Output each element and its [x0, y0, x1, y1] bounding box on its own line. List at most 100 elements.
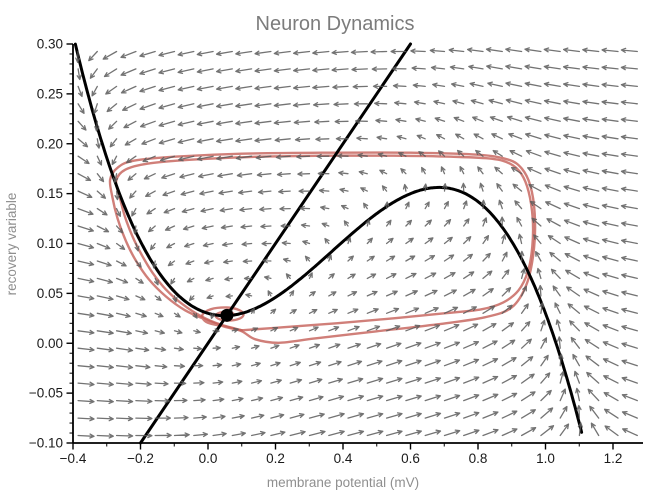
flow-arrow [556, 336, 563, 349]
flow-arrow [274, 137, 291, 143]
flow-arrow [242, 258, 253, 264]
flow-arrow [181, 207, 195, 214]
flow-arrow [559, 423, 570, 437]
flow-arrow [77, 120, 87, 131]
flow-arrow [602, 306, 619, 314]
flow-arrow [505, 64, 523, 70]
flow-arrow [106, 103, 118, 113]
flow-arrow [432, 82, 446, 88]
flow-arrow [520, 285, 527, 297]
flow-arrow [250, 327, 259, 333]
flow-arrow [621, 410, 638, 419]
flow-arrow [328, 360, 342, 367]
flow-arrow [115, 398, 134, 404]
flow-arrow [206, 294, 214, 300]
flow-arrow [164, 225, 176, 231]
flow-arrow [621, 342, 638, 349]
flow-arrow [621, 290, 638, 297]
flow-arrow [77, 207, 94, 216]
flow-arrow [184, 242, 195, 248]
flow-arrow [394, 100, 407, 106]
flow-arrow [385, 359, 403, 367]
flow-arrow [418, 151, 426, 157]
flow-arrow [201, 225, 214, 231]
flow-arrow [196, 155, 214, 162]
flow-arrow [302, 240, 311, 246]
flow-arrow [202, 242, 214, 248]
x-tick-label: 0.2 [266, 451, 285, 466]
flow-arrow [96, 225, 110, 233]
flow-arrow [443, 323, 460, 332]
flow-arrow [552, 285, 561, 297]
flow-arrow [96, 347, 114, 353]
flow-arrow [122, 103, 137, 111]
flow-arrow [424, 272, 437, 280]
flow-arrow [486, 64, 503, 70]
flow-arrow [385, 255, 396, 262]
flow-arrow [270, 430, 286, 437]
flow-arrow [314, 119, 330, 125]
flow-arrow [77, 260, 95, 267]
flow-arrow [273, 102, 291, 108]
flow-arrow [173, 312, 181, 318]
flow-arrow [370, 49, 388, 55]
flow-arrow [225, 293, 233, 299]
flow-arrow [475, 149, 484, 157]
flow-arrow [139, 68, 156, 76]
flow-arrow [111, 155, 118, 166]
flow-arrow [270, 326, 279, 332]
flow-arrow [76, 68, 82, 81]
flow-arrow [391, 66, 407, 72]
flow-arrow [192, 312, 198, 319]
flow-arrow [186, 277, 195, 283]
flow-arrow [524, 98, 542, 105]
flow-arrow [145, 190, 156, 197]
flow-arrow [178, 155, 195, 162]
y-tick-label: 0.10 [37, 236, 63, 251]
flow-arrow [559, 388, 567, 402]
flow-arrow [347, 342, 361, 349]
flow-arrow [489, 115, 503, 122]
flow-arrow [424, 429, 442, 437]
flow-arrow [405, 219, 413, 227]
flow-arrow [443, 200, 449, 210]
flow-arrow [601, 238, 619, 245]
flow-arrow [77, 225, 94, 233]
flow-arrow [621, 359, 638, 367]
flow-arrow [520, 373, 535, 384]
flow-arrow [210, 312, 216, 320]
flow-arrow [601, 117, 619, 123]
flow-arrow [463, 323, 479, 332]
flow-arrow [501, 234, 507, 245]
flow-arrow [328, 308, 338, 314]
flow-arrow [173, 432, 190, 438]
flow-arrow [501, 251, 508, 262]
flow-arrow [372, 83, 388, 89]
flow-arrow [113, 173, 119, 183]
flow-arrow [320, 205, 330, 211]
flow-arrow [115, 381, 134, 387]
flow-arrow [392, 83, 407, 89]
flow-arrow [491, 133, 503, 140]
flow-arrow [443, 341, 461, 349]
flow-arrow [123, 120, 137, 129]
flow-arrow [621, 324, 638, 332]
flow-arrow [75, 50, 81, 63]
flow-arrow [582, 134, 600, 140]
flow-arrow [516, 216, 523, 227]
flow-arrow [424, 254, 436, 262]
flow-arrow [120, 50, 137, 59]
flow-arrow [582, 202, 600, 210]
flow-arrow [270, 413, 285, 419]
flow-arrow [524, 132, 542, 140]
flow-arrow [459, 166, 465, 175]
flow-arrow [159, 155, 176, 162]
flow-arrow [424, 376, 442, 384]
flow-arrow [424, 324, 441, 332]
flow-arrow [352, 84, 368, 90]
flow-arrow [347, 412, 365, 419]
flow-arrow [94, 120, 100, 132]
y-tick-label: 0.20 [37, 136, 63, 151]
flow-arrow [115, 364, 134, 370]
flow-arrow [212, 414, 226, 420]
